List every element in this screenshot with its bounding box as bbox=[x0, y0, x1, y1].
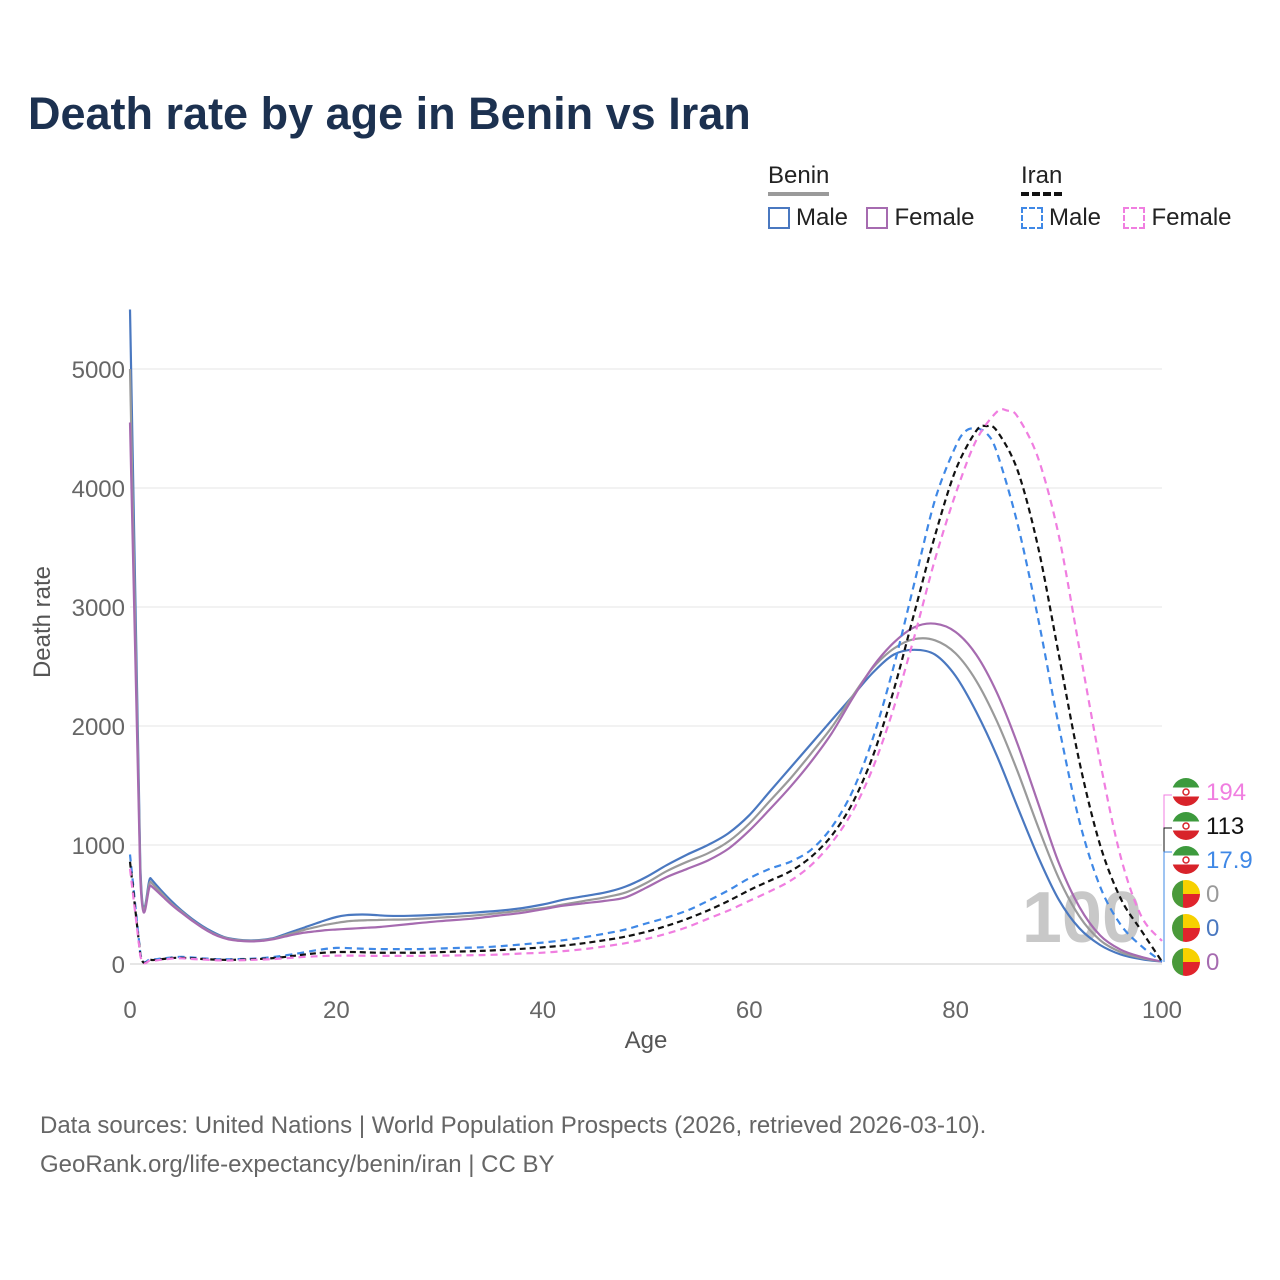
x-tick-labels: 0 20 40 60 80 100 bbox=[123, 997, 1182, 1024]
flag-benin-icon bbox=[1172, 880, 1200, 908]
series-line-benin-total[interactable] bbox=[128, 368, 1163, 963]
end-label-value: 0 bbox=[1206, 881, 1219, 908]
series-line-iran-male[interactable] bbox=[128, 427, 1163, 964]
series-line-benin-male[interactable] bbox=[128, 309, 1163, 963]
y-tick-label: 5000 bbox=[72, 357, 125, 384]
flag-iran-icon bbox=[1172, 778, 1200, 806]
source-line-1: Data sources: United Nations | World Pop… bbox=[40, 1112, 987, 1139]
flag-benin-icon bbox=[1172, 948, 1200, 976]
flag-iran-icon bbox=[1172, 846, 1200, 874]
y-tick-label: 3000 bbox=[72, 595, 125, 622]
end-label-connectors bbox=[1163, 794, 1172, 962]
legend-iran-female-swatch bbox=[1123, 207, 1146, 229]
legend-benin-female-label: Female bbox=[894, 204, 975, 231]
x-tick-label: 0 bbox=[123, 997, 136, 1024]
x-tick-label: 60 bbox=[736, 997, 763, 1024]
end-label-value: 0 bbox=[1206, 949, 1219, 976]
series-line-iran-total[interactable] bbox=[128, 424, 1163, 964]
legend-iran-title: Iran bbox=[1021, 162, 1063, 196]
end-label-value: 113 bbox=[1206, 813, 1244, 840]
end-label-value: 17.9 bbox=[1206, 847, 1253, 874]
x-tick-label: 80 bbox=[942, 997, 969, 1024]
y-tick-label: 1000 bbox=[72, 833, 125, 860]
source-note: Data sources: United Nations | World Pop… bbox=[40, 1106, 986, 1184]
legend-benin: Benin Male Female bbox=[768, 162, 989, 234]
legend-iran: Iran Male Female bbox=[1021, 162, 1232, 234]
end-label-connector bbox=[1163, 794, 1172, 962]
chart-title: Death rate by age in Benin vs Iran bbox=[28, 88, 751, 139]
y-tick-label: 2000 bbox=[72, 714, 125, 741]
series-line-iran-female[interactable] bbox=[128, 408, 1163, 965]
y-tick-label: 0 bbox=[112, 952, 125, 979]
legend-benin-male-swatch bbox=[768, 207, 790, 229]
flag-benin-icon bbox=[1172, 914, 1200, 942]
end-label-value: 0 bbox=[1206, 915, 1219, 942]
y-tick-label: 4000 bbox=[72, 476, 125, 503]
y-axis-label: Death rate bbox=[29, 566, 56, 678]
end-label-connector bbox=[1163, 851, 1172, 962]
year-watermark: 100 bbox=[1022, 878, 1142, 958]
x-tick-label: 100 bbox=[1142, 997, 1182, 1024]
series-line-benin-female[interactable] bbox=[128, 422, 1163, 963]
x-tick-label: 20 bbox=[323, 997, 350, 1024]
legend-benin-female-swatch bbox=[866, 207, 889, 229]
y-tick-labels: 0 1000 2000 3000 4000 5000 bbox=[72, 357, 125, 979]
source-line-2: GeoRank.org/life-expectancy/benin/iran |… bbox=[40, 1151, 555, 1178]
legend-iran-female-label: Female bbox=[1151, 204, 1232, 231]
legend-benin-male-label: Male bbox=[796, 204, 849, 231]
legend-iran-male-label: Male bbox=[1049, 204, 1102, 231]
legend-benin-title: Benin bbox=[768, 162, 830, 196]
legend-iran-female[interactable]: Female bbox=[1123, 204, 1232, 232]
grid bbox=[130, 368, 1162, 965]
legend-benin-female[interactable]: Female bbox=[866, 204, 975, 232]
x-axis-label: Age bbox=[625, 1027, 668, 1054]
legend-iran-male-swatch bbox=[1021, 207, 1043, 229]
end-label-value: 194 bbox=[1206, 779, 1246, 806]
end-label-connector bbox=[1163, 827, 1172, 962]
end-labels: 194 113 17.9 0 0 0 bbox=[1172, 778, 1253, 976]
legend-benin-male[interactable]: Male bbox=[768, 204, 848, 232]
x-tick-label: 40 bbox=[529, 997, 556, 1024]
series-lines bbox=[128, 309, 1163, 965]
legend-iran-male[interactable]: Male bbox=[1021, 204, 1101, 232]
flag-iran-icon bbox=[1172, 812, 1200, 840]
